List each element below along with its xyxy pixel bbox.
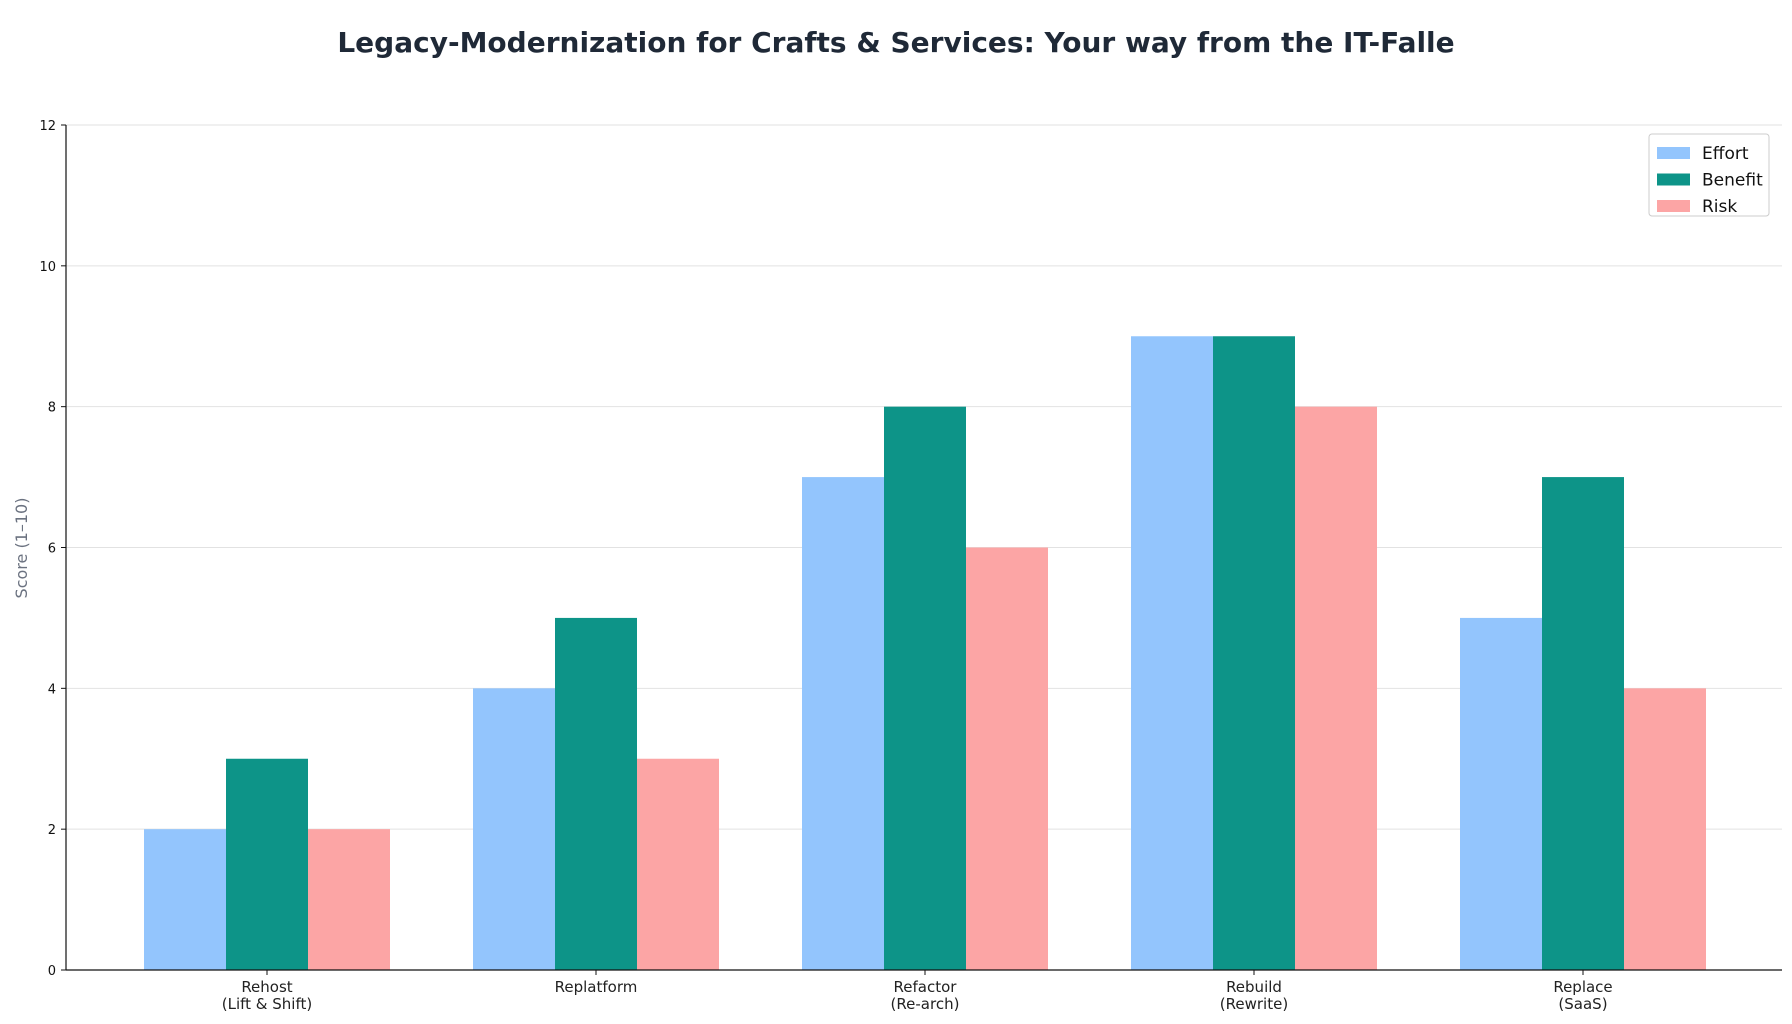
bar-risk	[966, 547, 1048, 970]
bar-risk	[1624, 688, 1706, 970]
chart-title: Legacy-Modernization for Crafts & Servic…	[337, 26, 1454, 59]
legend-swatch-effort	[1657, 147, 1690, 159]
x-tick-label: Rehost	[241, 978, 292, 996]
y-axis-label: Score (1–10)	[12, 498, 31, 599]
legend-swatch-benefit	[1657, 173, 1690, 186]
legend-swatch-risk	[1657, 200, 1690, 212]
bar-benefit	[555, 617, 637, 970]
y-tick-label: 8	[48, 401, 56, 416]
bar-benefit	[1542, 477, 1624, 970]
bar-benefit	[226, 758, 308, 970]
bar-risk	[1295, 406, 1377, 971]
x-tick-label: (Rewrite)	[1220, 995, 1288, 1013]
y-ticks: 0 2 4 6 8 10 12	[39, 119, 66, 979]
bar-benefit	[1213, 336, 1295, 970]
x-category-labels: Rehost(Lift & Shift)Replatform Refactor(R…	[222, 970, 1613, 1013]
y-tick-label: 12	[39, 119, 56, 134]
x-tick-label: (Re-arch)	[891, 995, 960, 1013]
x-tick-label: (Lift & Shift)	[222, 995, 312, 1013]
bar-effort	[802, 477, 884, 970]
legend-label-benefit: Benefit	[1702, 171, 1763, 191]
legend: Effort Benefit Risk	[1648, 133, 1770, 217]
legend-label-effort: Effort	[1702, 144, 1749, 164]
x-tick-label: (SaaS)	[1558, 995, 1607, 1013]
bar-effort	[1131, 336, 1213, 970]
bar-effort	[1460, 617, 1542, 970]
y-tick-label: 10	[39, 260, 56, 275]
x-tick-label: Replatform	[555, 978, 638, 996]
y-tick-label: 6	[48, 542, 56, 557]
x-tick-label: Rebuild	[1226, 978, 1282, 996]
y-tick-label: 0	[48, 964, 56, 979]
bars	[144, 336, 1706, 971]
x-tick-label: Replace	[1553, 978, 1612, 996]
bar-risk	[637, 758, 719, 970]
bar-effort	[144, 829, 226, 970]
bar-benefit	[884, 406, 966, 971]
bar-risk	[308, 829, 390, 970]
bar-effort	[473, 688, 555, 970]
legend-label-risk: Risk	[1702, 197, 1737, 217]
y-tick-label: 2	[48, 823, 56, 838]
y-tick-label: 4	[48, 682, 56, 697]
x-tick-label: Refactor	[894, 978, 958, 996]
